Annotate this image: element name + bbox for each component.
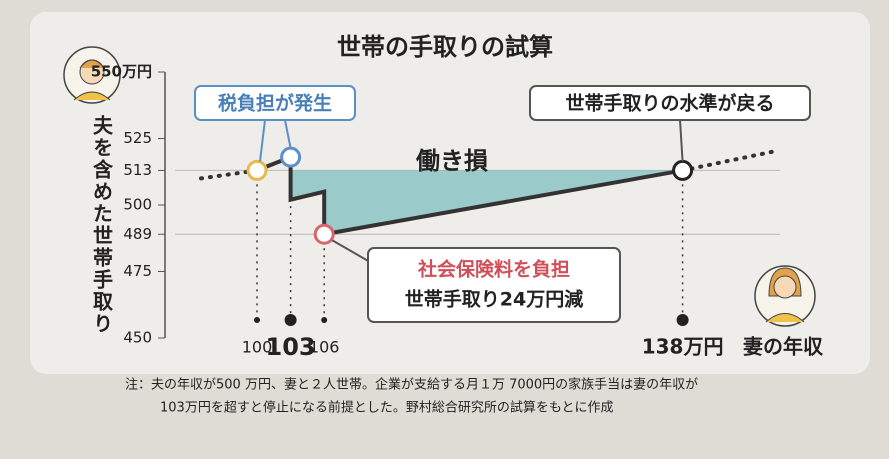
wife-icon xyxy=(754,265,816,327)
x-tick-label: 106 xyxy=(309,338,340,357)
annotation: 税負担が発生 xyxy=(218,92,332,115)
y-tick-label: 500 xyxy=(123,196,152,214)
pointer xyxy=(679,119,684,162)
marker xyxy=(280,146,302,168)
husband-icon xyxy=(63,46,121,104)
y-axis-label: 夫を含めた世帯手取り xyxy=(90,114,114,335)
pointer xyxy=(284,119,292,149)
chart-title: 世帯の手取りの試算 xyxy=(337,33,553,61)
x-tick-label: 138万円 xyxy=(642,335,724,359)
note: 注：夫の年収が500 万円、妻と２人世帯。企業が支給する月１万 7000円の家族… xyxy=(125,377,698,393)
annotation: 世帯手取り24万円減 xyxy=(405,288,583,311)
tick-dot xyxy=(676,314,689,326)
marker xyxy=(246,159,268,181)
y-tick-label: 550万円 xyxy=(91,63,152,81)
note: 103万円を超すと停止になる前提とした。野村総合研究所の試算をもとに作成 xyxy=(160,400,614,416)
y-tick-label: 489 xyxy=(123,225,152,243)
annotation: 社会保険料を負担 xyxy=(417,258,570,281)
annotation: 世帯手取りの水準が戻る xyxy=(565,92,774,115)
callout-box xyxy=(529,85,811,121)
pointer xyxy=(331,239,371,263)
annotation: 働き損 xyxy=(415,147,488,175)
tick-dot xyxy=(254,317,260,323)
loss-area xyxy=(290,157,683,235)
callout-box xyxy=(367,247,621,323)
y-tick-label: 525 xyxy=(123,129,152,147)
annotations: 税負担が発生 世帯手取りの水準が戻る 働き損 社会保険料を負担 世帯手取り24万… xyxy=(194,85,811,323)
y-tick-label: 450 xyxy=(123,329,152,347)
x-axis-label: 妻の年収 xyxy=(743,335,824,359)
y-tick-label: 475 xyxy=(123,262,152,280)
line-dotted xyxy=(680,149,775,173)
marker xyxy=(672,159,694,181)
x-tick-label: 100 xyxy=(242,338,273,357)
callout-box xyxy=(194,85,356,121)
tick-dot xyxy=(284,314,297,326)
pointer xyxy=(259,119,266,162)
tick-dot xyxy=(321,317,328,323)
y-tick-label: 513 xyxy=(123,161,152,179)
marker xyxy=(313,223,335,245)
x-tick-label: 103 xyxy=(266,333,316,361)
